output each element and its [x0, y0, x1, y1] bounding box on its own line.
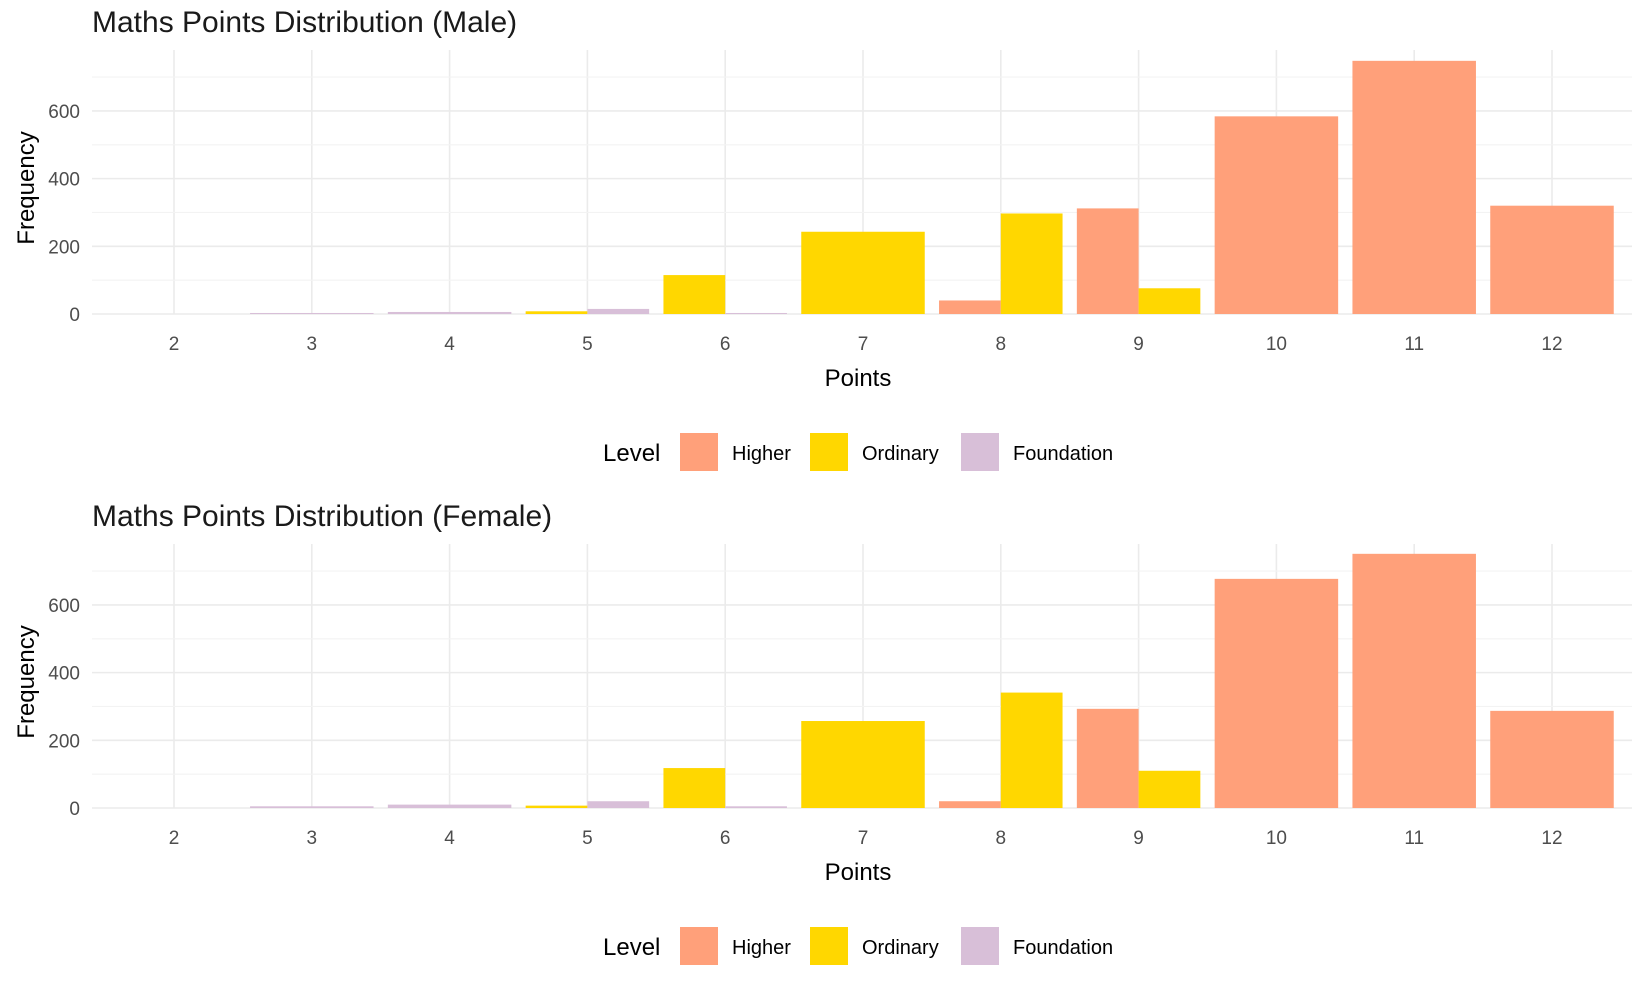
x-tick-label: 8	[996, 828, 1007, 849]
y-tick-label: 200	[48, 731, 80, 752]
bar-foundation-5	[587, 308, 650, 314]
x-tick-label: 6	[720, 828, 731, 849]
x-tick-label: 9	[1133, 828, 1144, 849]
y-tick-label: 400	[48, 170, 80, 191]
chart-1: Maths Points Distribution (Female) 2 3 4 5 6 7…	[13, 500, 1632, 965]
x-axis-title: Points	[825, 859, 892, 886]
legend: Level Higher Ordinary Foundation	[603, 433, 1113, 471]
bar-higher-8	[939, 801, 1001, 808]
bar-foundation-3	[250, 312, 374, 314]
bar-ordinary-7	[801, 231, 925, 314]
chart-title: Maths Points Distribution (Female)	[92, 500, 552, 533]
y-axis-title: Frequency	[13, 625, 40, 738]
x-tick-label: 5	[582, 828, 593, 849]
legend-key-higher	[680, 927, 718, 965]
bar-higher-10	[1214, 116, 1339, 314]
legend-label-foundation: Foundation	[1013, 443, 1113, 465]
bar-higher-9	[1076, 208, 1139, 314]
bar-ordinary-5	[525, 311, 588, 314]
legend-key-foundation	[961, 433, 999, 471]
legend-label-ordinary: Ordinary	[862, 937, 939, 959]
legend-title: Level	[603, 440, 660, 467]
legend-label-higher: Higher	[732, 443, 791, 465]
y-tick-label: 200	[48, 237, 80, 258]
bar-ordinary-8	[1000, 692, 1063, 808]
x-tick-label: 9	[1133, 334, 1144, 355]
bar-higher-8	[939, 300, 1001, 314]
bar-foundation-6	[725, 806, 787, 808]
legend-label-foundation: Foundation	[1013, 937, 1113, 959]
y-tick-label: 0	[69, 305, 80, 326]
bar-higher-12	[1490, 205, 1614, 314]
legend-label-higher: Higher	[732, 937, 791, 959]
x-tick-label: 4	[444, 334, 455, 355]
bar-foundation-3	[250, 806, 374, 808]
x-tick-label: 2	[169, 334, 180, 355]
bar-higher-10	[1214, 578, 1339, 808]
bar-ordinary-7	[801, 721, 925, 808]
legend-key-ordinary	[810, 433, 848, 471]
x-tick-label: 6	[720, 334, 731, 355]
x-tick-label: 4	[444, 828, 455, 849]
bar-foundation-4	[387, 804, 512, 808]
legend-key-higher	[680, 433, 718, 471]
bar-ordinary-6	[663, 768, 726, 808]
x-tick-label: 7	[858, 334, 869, 355]
bar-higher-12	[1490, 710, 1614, 808]
x-tick-label: 10	[1266, 828, 1287, 849]
bar-foundation-5	[587, 801, 650, 808]
bar-foundation-6	[725, 312, 787, 314]
y-tick-label: 400	[48, 664, 80, 685]
x-tick-label: 3	[307, 334, 318, 355]
legend-label-ordinary: Ordinary	[862, 443, 939, 465]
bar-ordinary-9	[1138, 770, 1201, 808]
x-tick-label: 12	[1541, 334, 1562, 355]
bar-higher-11	[1352, 60, 1476, 315]
legend-key-foundation	[961, 927, 999, 965]
bar-foundation-4	[387, 311, 512, 314]
bars	[250, 553, 1614, 808]
x-axis-title: Points	[825, 365, 892, 392]
legend-key-ordinary	[810, 927, 848, 965]
x-tick-label: 3	[307, 828, 318, 849]
legend: Level Higher Ordinary Foundation	[603, 927, 1113, 965]
x-tick-label: 11	[1404, 828, 1424, 849]
bar-ordinary-9	[1138, 288, 1201, 314]
x-tick-label: 7	[858, 828, 869, 849]
x-tick-label: 8	[996, 334, 1007, 355]
y-tick-label: 600	[48, 596, 80, 617]
x-tick-label: 12	[1541, 828, 1562, 849]
bar-ordinary-6	[663, 275, 726, 314]
y-tick-label: 0	[69, 799, 80, 820]
bar-ordinary-5	[525, 805, 588, 808]
x-tick-label: 2	[169, 828, 180, 849]
x-tick-label: 5	[582, 334, 593, 355]
bar-higher-11	[1352, 553, 1476, 808]
chart-0: Maths Points Distribution (Male) 2 3 4 5 6 7 8 9…	[13, 6, 1632, 471]
legend-title: Level	[603, 934, 660, 961]
bar-ordinary-8	[1000, 213, 1063, 314]
bar-higher-9	[1076, 708, 1139, 808]
x-tick-label: 10	[1266, 334, 1287, 355]
y-tick-label: 600	[48, 102, 80, 123]
y-axis-title: Frequency	[13, 131, 40, 244]
x-tick-label: 11	[1404, 334, 1424, 355]
bars	[250, 60, 1614, 315]
chart-title: Maths Points Distribution (Male)	[92, 6, 517, 39]
